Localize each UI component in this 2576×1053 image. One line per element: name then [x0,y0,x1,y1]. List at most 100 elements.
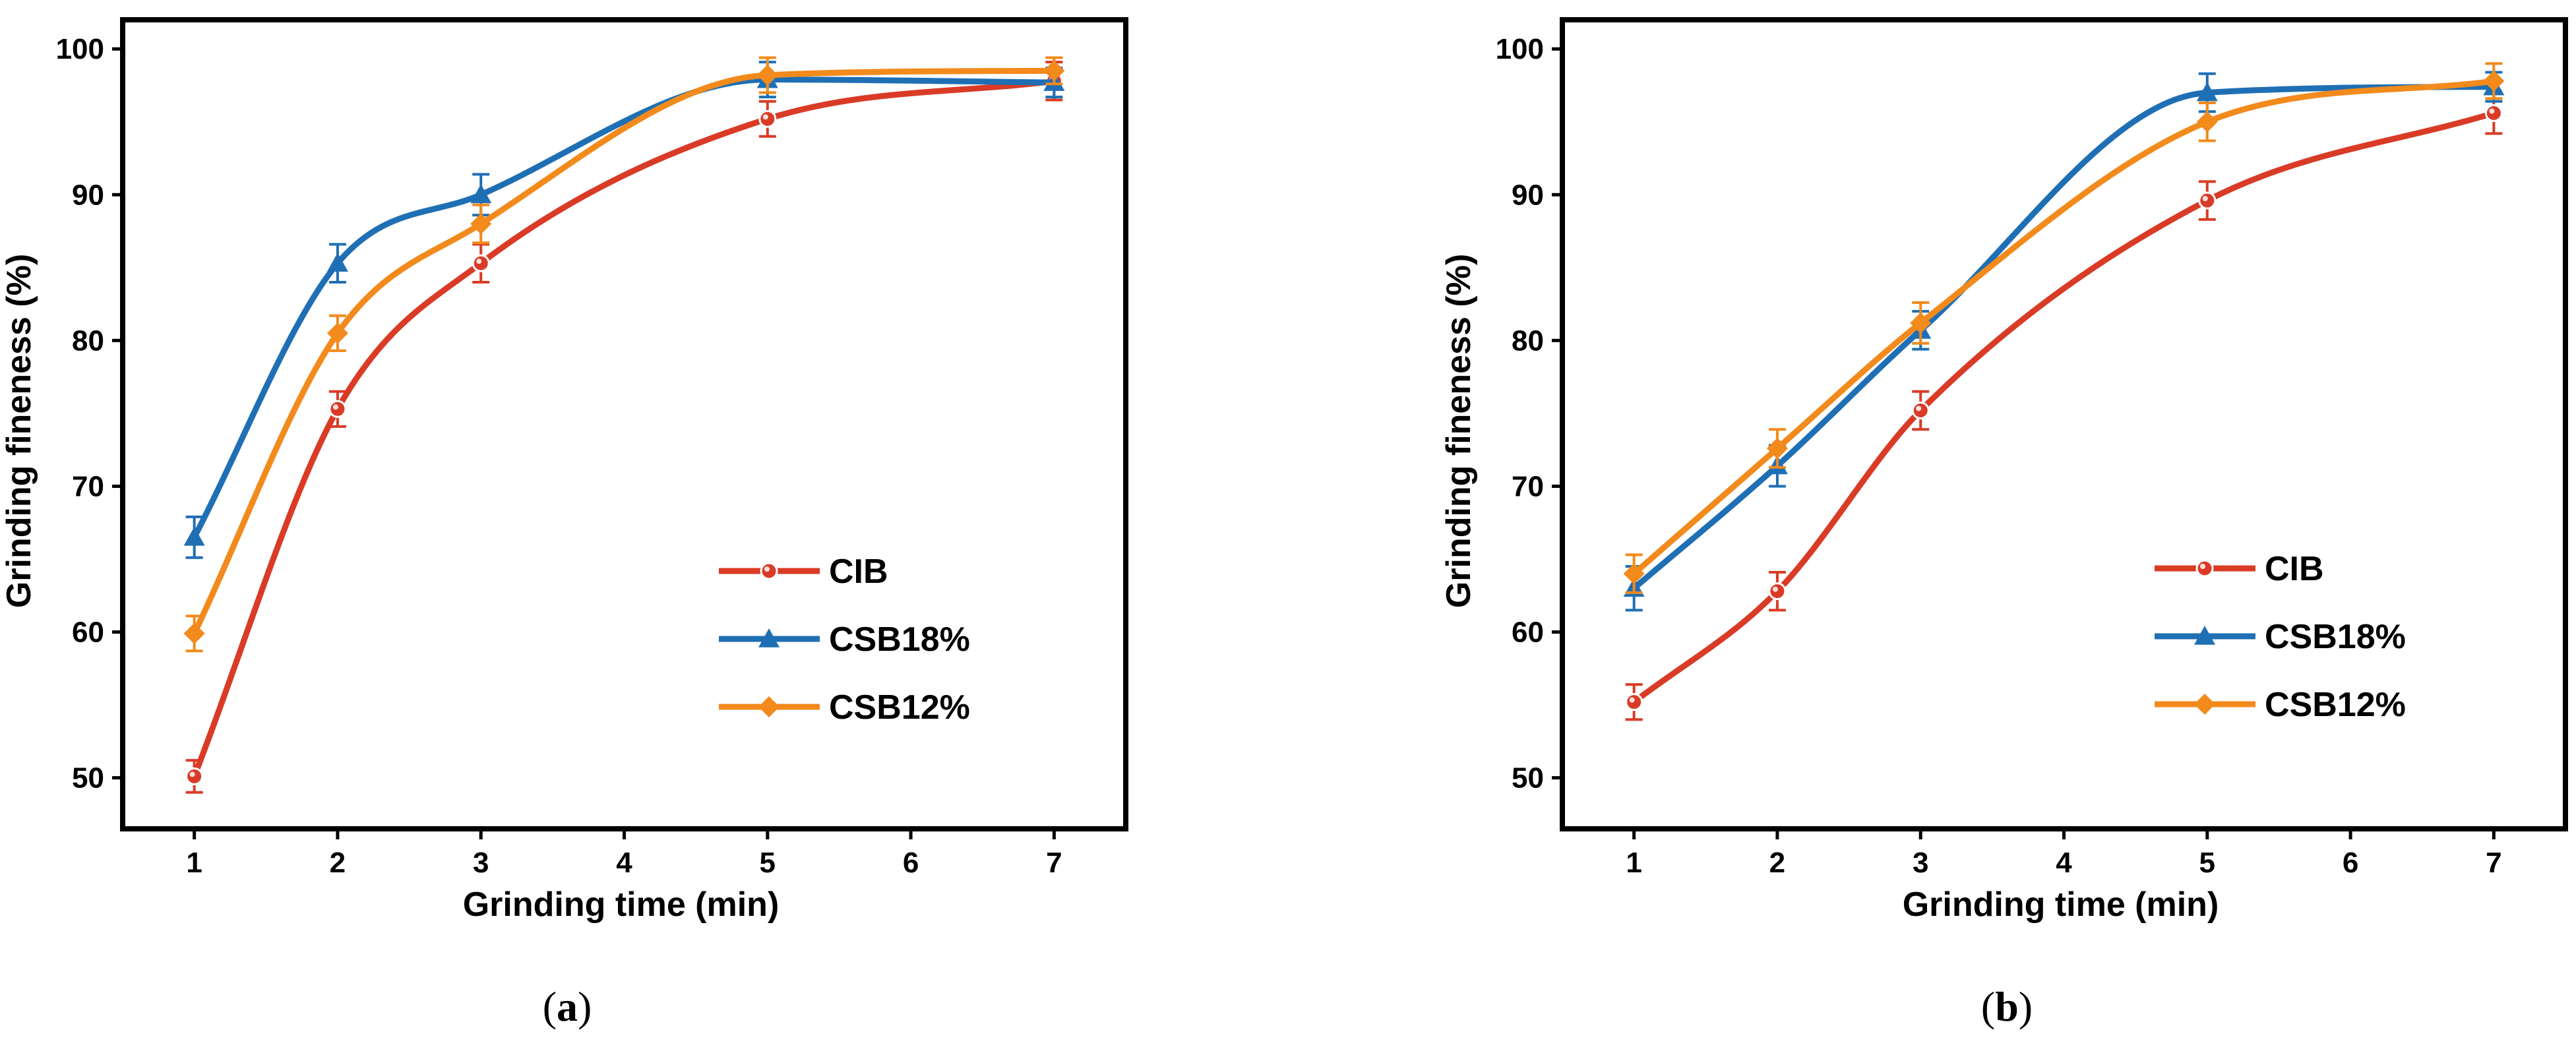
panel-b-legend-entry-cib-label: CIB [2265,550,2324,588]
panel-a-series-cib-point [328,400,347,418]
panel-a-x-tick-label: 6 [903,847,919,879]
panel-a-chart: 1 2 3 4 5 6 7 50 60 70 80 90 100 Grinding time (min) G… [0,17,1128,1030]
panel-a-y-tick-label: 100 [56,33,104,65]
panel-b-series-cib-point-dot [1911,401,1930,419]
panel-b-series-cib-point [1911,401,1930,419]
panel-b-x-tick-label: 2 [1769,847,1785,879]
panel-a-legend: CIB CSB18% CSB12% [719,553,970,727]
panel-a-frame [120,17,1128,831]
panel-b-series-csb12pct-point [1910,312,1932,334]
panel-b-series-cib-point-highlight [1772,586,1778,592]
panel-a-legend-entry-cib-marker [760,562,778,580]
panel-a-series-cib-point [472,254,490,272]
panel-a-series-csb12pct-point [756,65,778,86]
panel-b-y-axis-title: Grinding fineness (%) [1440,254,1478,608]
panel-a-y-tick-label: 60 [72,617,104,649]
panel-b-series-csb12pct-point [2196,111,2218,133]
panel-b-series-cib-point-highlight [2202,196,2208,202]
panel-a-series-cib-point-highlight [332,404,338,410]
panel-a-x-tick-label: 1 [186,847,202,879]
panel-b-series-cib-point [1768,582,1787,601]
panel-a-x-tick-label: 3 [473,847,489,879]
panel-b-x-tick-label: 6 [2343,847,2358,879]
panel-a-y-tick-label: 80 [72,324,104,357]
panel-b-x-tick-label: 5 [2199,847,2215,879]
panel-b-series-cib-point [2484,104,2503,122]
panel-a-series-cib-line [191,78,1057,779]
panel-b-y-tick-label: 100 [1496,33,1544,65]
panel-a-legend-entry-csb18pct-marker [758,628,780,647]
panel-b-series-csb18pct [1623,71,2505,612]
panel-b-series-csb18pct-point [2196,82,2218,102]
panel-b-x-tick-label: 1 [1626,847,1641,879]
panel-a-legend-entry-csb12pct-marker [758,696,780,717]
panel-b-series-csb12pct [1623,62,2505,594]
panel-a-series-csb18pct-point [183,526,205,546]
panel-a-legend-entry-cib: CIB [719,553,888,591]
panel-b-x-axis-title: Grinding time (min) [1903,886,2219,924]
panel-b-y-tick-label: 90 [1512,179,1544,211]
panel-a-legend-entry-cib-label: CIB [829,553,888,591]
panel-a-x-tick-label: 7 [1046,847,1062,879]
panel-a-series-csb18pct [183,61,1065,559]
panel-b-series-cib-point-dot [1768,582,1787,601]
panel-a-series-cib-point-highlight [476,258,482,264]
panel-a-legend-entry-cib-marker-dot [760,562,778,580]
panel-a-series-csb12pct [183,56,1065,653]
panel-a-series-cib-point [758,109,777,128]
panel-a-series-cib-point [185,767,204,785]
panel-b-legend-entry-cib: CIB [2155,550,2324,588]
panel-b-series-cib-point-highlight [1629,697,1635,703]
panel-b-series-csb18pct-line [1631,84,2497,591]
panel-b-x-tick-label: 4 [2056,847,2072,879]
panel-b-legend-entry-cib-marker [2195,559,2214,578]
panel-a-y-axis-title: Grinding fineness (%) [0,254,38,608]
panel-b-series-csb12pct-point [2483,70,2505,92]
panel-b-x-tick-label: 7 [2486,847,2501,879]
panel-a-legend-entry-csb12pct-label: CSB12% [829,688,970,727]
panel-a-series-csb12pct-line [191,67,1057,637]
panel-b-series-cib-point [1625,693,1643,711]
panel-b-series-cib-point-dot [1625,693,1643,711]
panel-b-legend-entry-csb18pct: CSB18% [2155,618,2406,656]
panel-a-series-csb18pct-point [470,184,492,204]
panel-b-series-cib-point-highlight [2489,108,2495,114]
panel-a-x-tick-label: 5 [760,847,776,879]
panel-b-legend-entry-cib-marker-highlight [2200,564,2205,569]
panel-b-y-tick-label: 70 [1512,470,1544,502]
panel-b-legend-entry-csb12pct-label: CSB12% [2265,686,2406,724]
panel-a-series-csb12pct-point [1043,60,1065,82]
panel-a-x-axis-title: Grinding time (min) [463,886,780,924]
panel-b-series-csb12pct-point [1623,563,1645,585]
panel-b-series-csb12pct-line [1631,78,2497,577]
panel-a-series-cib-point-dot [328,400,347,418]
panel-b-legend-entry-csb12pct: CSB12% [2155,686,2406,724]
panel-b-caption: (b) [1981,983,2033,1030]
panel-a-series-cib-point-dot [758,109,777,128]
panel-a-series-cib-point-highlight [189,771,195,777]
panel-a-caption: (a) [543,983,592,1030]
panel-b-series-cib-point-dot [2484,104,2503,122]
panel-a-legend-entry-csb12pct: CSB12% [719,688,970,727]
panel-a-series-csb18pct-point [326,253,348,272]
panel-a-x-tick-label: 2 [330,847,346,879]
panel-a-legend-entry-csb18pct: CSB18% [719,620,970,659]
panel-b-series-csb12pct-point [1766,437,1788,459]
panel-b-series-cib [1625,91,2503,721]
panel-b-y-tick-label: 50 [1512,762,1544,795]
panel-a-y-tick-label: 90 [72,179,104,211]
panel-a-y-tick-label: 70 [72,470,104,502]
panel-a-series-csb12pct-point [470,213,492,235]
panel-a-legend-entry-csb18pct-label: CSB18% [829,620,970,659]
panel-b-legend-entry-csb18pct-marker [2194,626,2215,645]
panel-b-legend-entry-csb18pct-label: CSB18% [2265,618,2406,656]
panel-b-legend: CIB CSB18% CSB12% [2155,550,2406,724]
panel-a-series-csb12pct-point [183,622,205,644]
panel-b-y-tick-label: 80 [1512,324,1544,357]
panel-a-series-cib-point-dot [472,254,490,272]
panel-a-x-tick-label: 4 [616,847,632,879]
panel-b-x-tick-label: 3 [1913,847,1928,879]
panel-b-frame [1560,17,2568,831]
panel-b-chart: 1 2 3 4 5 6 7 50 60 70 80 90 100 Grinding time (min) G… [1440,17,2568,1030]
